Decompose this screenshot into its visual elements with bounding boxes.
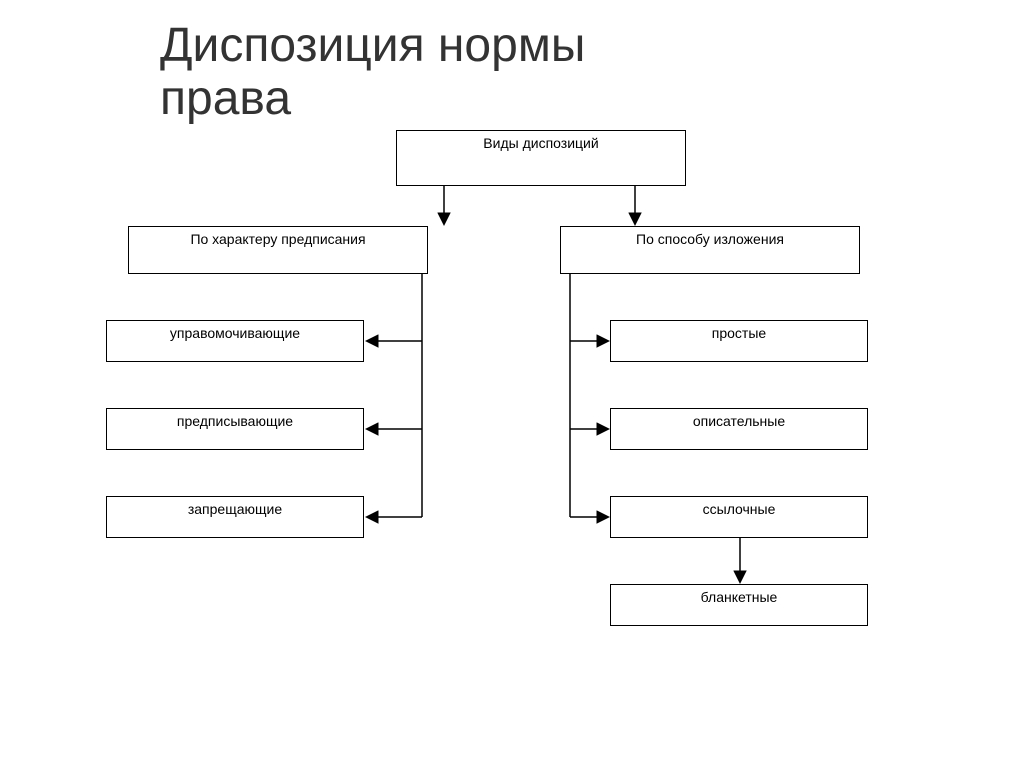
page-title: Диспозиция нормы права (160, 20, 585, 126)
leaf-left-3-label: запрещающие (188, 501, 282, 517)
leaf-right-1: простые (610, 320, 868, 362)
leaf-right-3: ссылочные (610, 496, 868, 538)
leaf-right-2-label: описательные (693, 413, 785, 429)
category-right-label: По способу изложения (636, 231, 784, 247)
root-label: Виды диспозиций (483, 135, 598, 151)
category-right: По способу изложения (560, 226, 860, 274)
leaf-right-4-label: бланкетные (701, 589, 778, 605)
decorative-white-block (100, 562, 340, 642)
leaf-left-1: управомочивающие (106, 320, 364, 362)
category-left: По характеру предписания (128, 226, 428, 274)
title-line2: права (160, 72, 291, 125)
leaf-left-1-label: управомочивающие (170, 325, 300, 341)
root-node: Виды диспозиций (396, 130, 686, 186)
leaf-left-3: запрещающие (106, 496, 364, 538)
leaf-left-2-label: предписывающие (177, 413, 293, 429)
decorative-corner-pattern (0, 628, 200, 768)
title-line1: Диспозиция нормы (160, 19, 585, 72)
leaf-right-1-label: простые (712, 325, 766, 341)
leaf-right-4: бланкетные (610, 584, 868, 626)
leaf-right-2: описательные (610, 408, 868, 450)
leaf-right-3-label: ссылочные (703, 501, 776, 517)
category-left-label: По характеру предписания (190, 231, 365, 247)
leaf-left-2: предписывающие (106, 408, 364, 450)
